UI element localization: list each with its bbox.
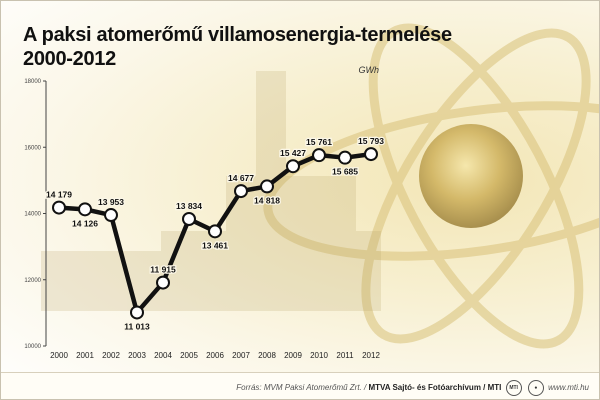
- data-point: [182, 211, 196, 226]
- x-tick-label: 2002: [102, 351, 120, 360]
- y-tick-label: 12000: [24, 278, 41, 284]
- data-point: [104, 208, 118, 223]
- data-label: 15 685: [332, 167, 358, 177]
- data-point: [52, 200, 66, 215]
- data-point: [286, 159, 300, 174]
- x-tick-label: 2006: [206, 351, 224, 360]
- data-point: [312, 148, 326, 163]
- chart-title: A paksi atomerőmű villamosenergia-termel…: [23, 23, 452, 71]
- x-tick-label: 2007: [232, 351, 250, 360]
- x-tick-label: 2012: [362, 351, 380, 360]
- data-label: 14 818: [254, 195, 280, 205]
- footer: Forrás: MVM Paksi Atomerőmű Zrt. / MTVA …: [1, 372, 599, 399]
- data-point: [338, 150, 352, 165]
- data-label: 13 834: [176, 201, 202, 211]
- data-point: [208, 224, 222, 239]
- y-tick-label: 10000: [24, 344, 41, 350]
- data-label: 15 427: [280, 148, 306, 158]
- x-tick-label: 2000: [50, 351, 68, 360]
- unit-label: GWh: [358, 65, 379, 75]
- data-label: 14 126: [72, 218, 98, 228]
- x-tick-label: 2010: [310, 351, 328, 360]
- data-label: 14 179: [46, 190, 72, 200]
- y-tick-label: 16000: [24, 145, 41, 151]
- source-agency: MTVA Sajtó- és Fotóarchívum: [368, 383, 481, 393]
- mtva-logo-icon: ●: [527, 380, 544, 396]
- data-label: 15 761: [306, 137, 332, 147]
- data-label: 15 793: [358, 136, 384, 146]
- x-tick-label: 2003: [128, 351, 146, 360]
- x-tick-label: 2001: [76, 351, 94, 360]
- data-point: [130, 305, 144, 320]
- mti-logo-icon: MTI: [505, 380, 522, 396]
- title-line-1: A paksi atomerőmű villamosenergia-termel…: [23, 24, 452, 46]
- y-tick-label: 18000: [24, 79, 41, 85]
- data-label: 11 013: [124, 321, 150, 331]
- data-label: 13 953: [98, 197, 124, 207]
- x-tick-label: 2008: [258, 351, 276, 360]
- title-line-2: 2000-2012: [23, 48, 116, 70]
- x-tick-label: 2005: [180, 351, 198, 360]
- data-label: 14 677: [228, 173, 254, 183]
- data-point: [364, 147, 378, 162]
- x-tick-label: 2009: [284, 351, 302, 360]
- data-label: 13 461: [202, 240, 228, 250]
- source-label: Forrás: MVM Paksi Atomerőmű Zrt.: [236, 383, 362, 393]
- x-tick-label: 2004: [154, 351, 172, 360]
- data-point: [156, 275, 170, 290]
- data-point: [234, 184, 248, 199]
- site-label: www.mti.hu: [548, 383, 589, 393]
- data-point: [260, 179, 274, 194]
- source-credit: Forrás: MVM Paksi Atomerőmű Zrt. / MTVA …: [236, 380, 589, 396]
- source-mti: MTI: [487, 383, 502, 393]
- data-point: [78, 202, 92, 217]
- x-tick-label: 2011: [336, 351, 354, 360]
- y-tick-label: 14000: [24, 212, 41, 218]
- data-label: 11 915: [150, 265, 176, 275]
